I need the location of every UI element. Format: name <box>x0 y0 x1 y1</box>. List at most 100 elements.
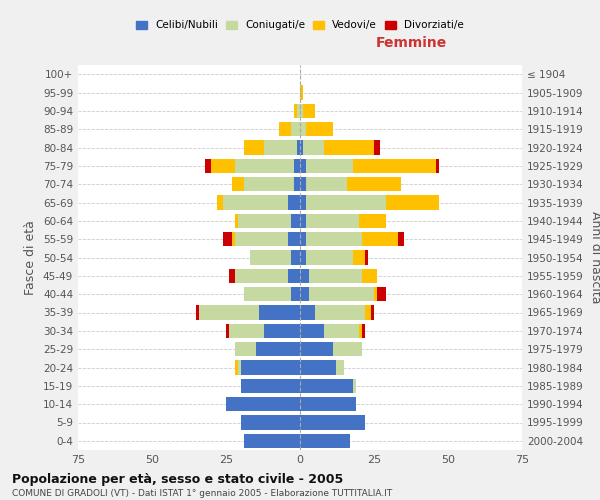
Legend: Celibi/Nubili, Coniugati/e, Vedovi/e, Divorziati/e: Celibi/Nubili, Coniugati/e, Vedovi/e, Di… <box>132 16 468 34</box>
Bar <box>362 232 398 246</box>
Y-axis label: Fasce di età: Fasce di età <box>25 220 37 295</box>
Bar <box>297 140 300 154</box>
Text: Popolazione per età, sesso e stato civile - 2005: Popolazione per età, sesso e stato civil… <box>12 472 343 486</box>
Bar <box>244 287 291 302</box>
Bar <box>291 287 300 302</box>
Bar <box>374 140 380 154</box>
Bar <box>250 250 291 264</box>
Bar <box>238 214 291 228</box>
Bar <box>300 397 356 411</box>
Bar <box>353 158 436 173</box>
Bar <box>226 397 300 411</box>
Bar <box>300 342 332 356</box>
Bar <box>244 434 300 448</box>
Bar <box>300 360 335 374</box>
Bar <box>303 140 323 154</box>
Bar <box>398 232 404 246</box>
Bar <box>377 287 386 302</box>
Bar <box>436 158 439 173</box>
Bar <box>238 360 241 374</box>
Bar <box>291 250 300 264</box>
Bar <box>365 306 371 320</box>
Bar <box>362 324 365 338</box>
Bar <box>223 232 232 246</box>
Bar <box>232 177 244 192</box>
Bar <box>279 122 291 136</box>
Bar <box>300 250 306 264</box>
Bar <box>374 287 377 302</box>
Bar <box>300 416 365 430</box>
Bar <box>323 140 374 154</box>
Text: Femmine: Femmine <box>376 36 446 50</box>
Bar <box>288 268 300 283</box>
Bar <box>300 140 303 154</box>
Bar <box>303 104 315 118</box>
Bar <box>306 177 347 192</box>
Bar <box>256 342 300 356</box>
Bar <box>323 324 359 338</box>
Bar <box>229 324 265 338</box>
Bar <box>300 378 353 393</box>
Bar <box>235 232 288 246</box>
Bar <box>300 104 303 118</box>
Bar <box>235 342 256 356</box>
Bar <box>315 306 365 320</box>
Bar <box>291 122 300 136</box>
Bar <box>235 214 238 228</box>
Bar <box>306 214 359 228</box>
Bar <box>306 250 353 264</box>
Bar <box>353 378 356 393</box>
Bar <box>306 196 386 209</box>
Y-axis label: Anni di nascita: Anni di nascita <box>589 211 600 304</box>
Bar <box>300 324 323 338</box>
Bar <box>265 324 300 338</box>
Bar <box>359 324 362 338</box>
Bar <box>300 268 309 283</box>
Bar <box>300 306 315 320</box>
Bar <box>288 232 300 246</box>
Bar <box>332 342 362 356</box>
Bar <box>300 158 306 173</box>
Bar <box>306 232 362 246</box>
Bar <box>223 196 288 209</box>
Bar <box>244 140 265 154</box>
Bar <box>294 104 297 118</box>
Bar <box>259 306 300 320</box>
Bar <box>291 214 300 228</box>
Bar <box>371 306 374 320</box>
Bar <box>359 214 386 228</box>
Bar <box>244 177 294 192</box>
Bar <box>300 232 306 246</box>
Bar <box>211 158 235 173</box>
Bar <box>335 360 344 374</box>
Bar <box>235 268 288 283</box>
Bar <box>226 324 229 338</box>
Bar <box>199 306 259 320</box>
Bar <box>288 196 300 209</box>
Bar <box>309 268 362 283</box>
Bar <box>241 378 300 393</box>
Bar <box>235 360 238 374</box>
Bar <box>353 250 365 264</box>
Bar <box>306 158 353 173</box>
Bar <box>309 287 374 302</box>
Bar <box>232 232 235 246</box>
Bar <box>205 158 211 173</box>
Bar <box>300 287 309 302</box>
Bar <box>300 86 303 100</box>
Bar <box>297 104 300 118</box>
Bar <box>217 196 223 209</box>
Bar <box>294 158 300 173</box>
Bar <box>241 360 300 374</box>
Bar <box>300 434 350 448</box>
Bar <box>300 196 306 209</box>
Bar <box>241 416 300 430</box>
Text: COMUNE DI GRADOLI (VT) - Dati ISTAT 1° gennaio 2005 - Elaborazione TUTTITALIA.IT: COMUNE DI GRADOLI (VT) - Dati ISTAT 1° g… <box>12 489 392 498</box>
Bar <box>300 214 306 228</box>
Bar <box>300 177 306 192</box>
Bar <box>365 250 368 264</box>
Bar <box>294 177 300 192</box>
Bar <box>265 140 297 154</box>
Bar <box>362 268 377 283</box>
Bar <box>300 122 306 136</box>
